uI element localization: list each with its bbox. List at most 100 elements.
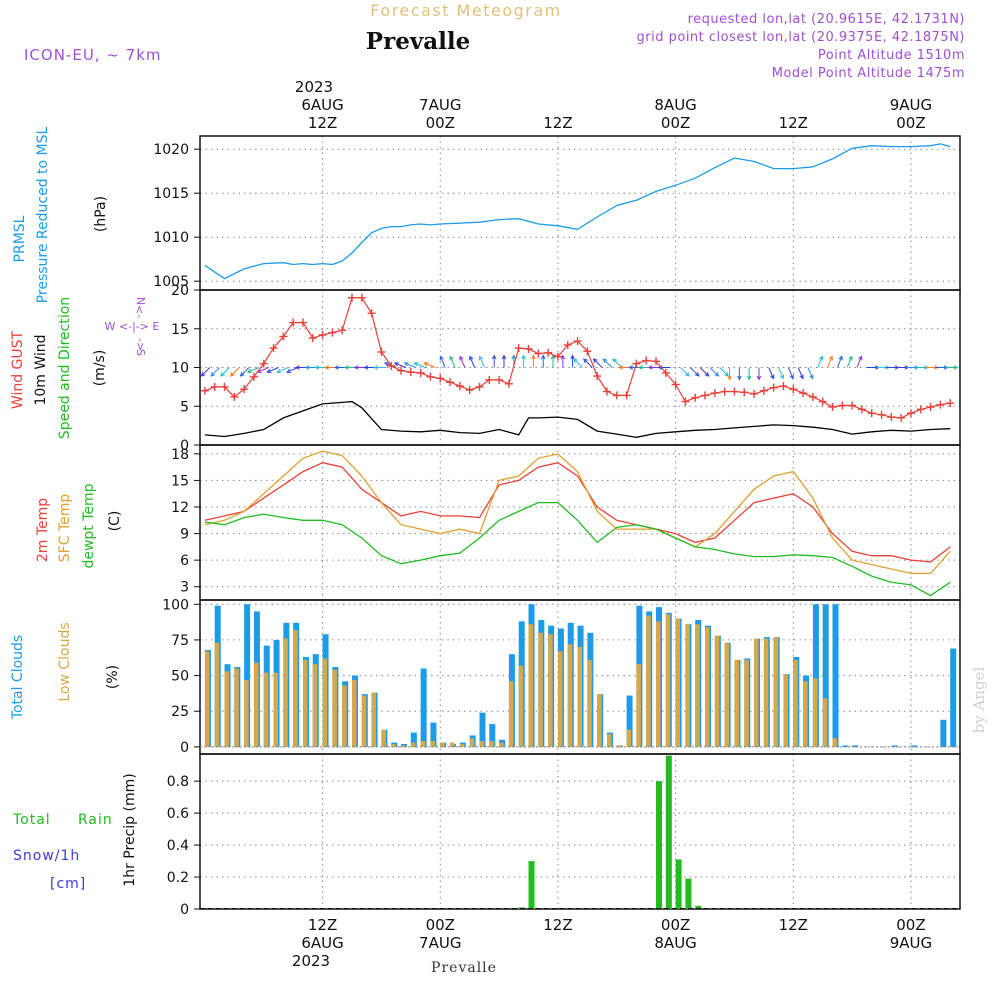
low-clouds-bar [567,644,573,747]
wind-arrow-head [818,355,824,361]
total-clouds-bar [940,719,947,747]
bottom-axis-hour-label: 00Z [426,916,455,934]
wind-arrow-head [511,354,517,360]
rain-bar [685,878,692,909]
low-clouds-bar [528,624,534,747]
wind-direction-arrow [478,355,485,368]
wind-arrow-shaft [856,356,862,368]
low-clouds-bar [763,638,769,747]
snow-unit: [cm] [50,876,86,892]
wind-direction-arrow [246,367,260,373]
top-axis-hour-label: 00Z [661,114,690,132]
low-clouds-bar [773,637,779,747]
top-axis-hour-label: 12Z [543,114,572,132]
wind-arrow-shaft [424,362,436,368]
bottom-axis-hour-label: 00Z [661,916,690,934]
wind-direction-arrow [817,355,824,368]
wind-gust-marker [701,391,710,400]
low-clouds-bar [401,745,406,747]
wind-direction-arrow [469,355,476,368]
wind-arrow-head [602,358,608,363]
wind-arrow-head [459,355,464,361]
total-clouds-bar [852,745,859,747]
low-clouds-bar [754,638,759,747]
wind-direction-arrow [727,367,732,381]
top-axis-date-label: 8AUG [654,96,696,114]
wind-gust-marker [240,385,249,394]
wind-gust-marker [838,401,847,410]
y-tick-label: 1015 [153,186,189,202]
wind-direction-arrow [602,358,613,368]
low-clouds-bar [410,742,416,747]
y-tick-label: 18 [171,447,189,463]
wind-gust-marker [936,400,945,409]
wind-arrow-shaft [200,367,211,377]
wind-arrow-shaft [469,356,476,368]
grid-point-coords: grid point closest lon,lat (20.9375E, 42… [637,30,965,45]
y-tick-label: 1005 [153,274,189,290]
wind-direction-arrow [266,367,279,373]
wind-arrow-head [637,365,643,370]
plot-area: 1005101010151020051015203691215180255075… [153,135,961,918]
wind-arrow-head [333,365,339,370]
bottom-axis-hour-label: 12Z [543,916,572,934]
wind-arrow-head [423,362,429,367]
wind-arrow-shaft [230,367,240,377]
wind-arrow-shaft [394,362,407,368]
low-clouds-bar [244,679,249,747]
sfc-temp-label: SFC Temp [57,494,73,563]
y-tick-label: 1010 [153,230,189,246]
wind-gust-marker [289,318,298,327]
low-clouds-bar [440,742,445,747]
wind-arrow-head [478,355,484,361]
wind-arrow-head [393,362,399,367]
wind-arrow-head [714,372,720,377]
low-clouds-bar [420,741,426,747]
pressure-unit: (hPa) [93,196,109,232]
wind-gust-marker [249,372,258,381]
wind-direction-arrow [737,367,742,381]
total-clouds-bar [910,745,917,747]
wind-direction-arrow [582,358,593,368]
top-axis-date-label: 6AUG [301,96,343,114]
dewpt-series-line [204,501,951,597]
low-clouds-bar [646,615,651,747]
top-axis-hour-label: 00Z [426,114,455,132]
low-clouds-bar [361,695,367,747]
wind-arrow-shaft [807,367,814,379]
rain-bar [695,905,702,909]
wind-gust-marker [534,349,543,358]
wind-gust-marker [906,409,915,418]
low-clouds-bar [489,741,494,747]
wind-arrow-head [210,372,216,377]
wind-arrow-head [304,365,310,370]
low-clouds-bar [577,647,583,747]
low-clouds-bar [479,741,484,747]
wind-direction-arrow [945,365,959,370]
wind-gust-marker [857,405,866,414]
bottom-axis-date-label: 8AUG [654,934,696,952]
compass-north-arrow: <- [133,305,146,318]
wind-gust-marker [612,391,621,400]
low-clouds-bar [597,694,602,747]
y-tick-label: 100 [162,597,189,613]
low-clouds-bar [665,614,671,747]
wind-arrow-head [246,368,252,373]
wind-arrow-head [521,354,526,360]
low-clouds-bar [469,738,475,747]
wind-arrow-shaft [210,367,220,377]
y-tick-label: 0.4 [167,838,189,854]
wind-gust-marker [661,368,670,377]
wind-arrow-shaft [267,367,279,373]
footer-location: Prevalle [431,960,497,976]
wind-gust-marker [200,386,209,395]
wind-direction-arrow [286,367,299,373]
rain-bar [656,781,662,909]
wind-gust-marker [475,382,484,391]
precip-frame [199,753,961,910]
top-axis-date-label: 7AUG [419,96,461,114]
wind-gust-marker [377,348,386,356]
low-clouds-bar [744,659,749,747]
wind-arrow-head [439,355,444,361]
